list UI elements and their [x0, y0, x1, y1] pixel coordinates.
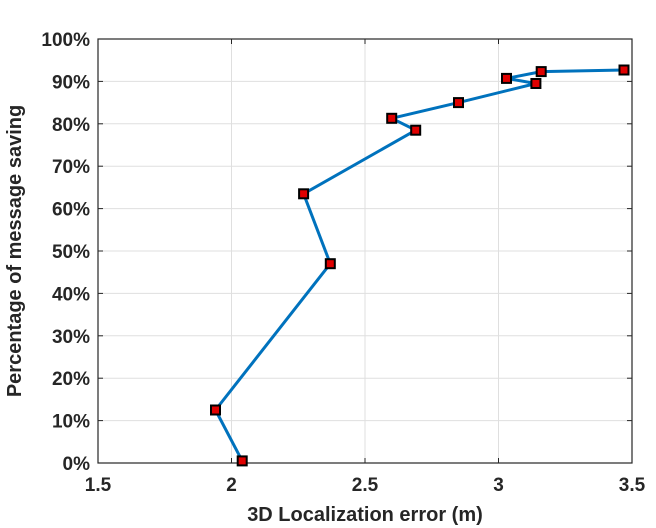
y-axis-title: Percentage of message saving	[4, 105, 26, 397]
y-tick-label: 60%	[52, 200, 90, 221]
y-tick-label: 80%	[52, 115, 90, 136]
data-point-marker	[453, 97, 464, 109]
data-point-marker	[386, 112, 398, 124]
y-tick-label: 70%	[52, 157, 90, 178]
data-point-marker	[535, 66, 547, 78]
x-tick-label: 2.5	[352, 475, 379, 496]
tick-marks	[97, 38, 633, 464]
y-tick-label: 40%	[52, 284, 90, 305]
grid-lines	[97, 38, 633, 464]
data-point-marker	[530, 78, 542, 89]
y-tick-labels: 0% 10% 20% 30% 40% 50% 60% 70% 80% 90% 100%	[41, 30, 90, 475]
x-tick-label: 1.5	[85, 475, 112, 496]
data-point-marker	[618, 64, 630, 76]
x-tick-labels: 1.5 2 2.5 3 3.5	[85, 475, 646, 496]
x-tick-label: 2	[226, 475, 237, 496]
y-tick-label: 90%	[52, 72, 90, 93]
y-tick-label: 100%	[41, 30, 90, 51]
y-tick-label: 30%	[52, 327, 90, 348]
data-point-marker	[298, 188, 310, 200]
y-tick-label: 50%	[52, 242, 90, 263]
y-tick-label: 20%	[52, 369, 90, 390]
x-tick-label: 3.5	[619, 475, 646, 496]
data-point-marker	[210, 404, 221, 416]
y-tick-label: 0%	[63, 454, 91, 475]
x-tick-label: 3	[493, 475, 504, 496]
data-point-marker	[324, 258, 336, 270]
data-point-marker	[236, 455, 248, 467]
series-group	[210, 64, 630, 467]
data-point-marker	[501, 72, 512, 84]
data-point-marker	[410, 124, 422, 136]
x-axis-title: 3D Localization error (m)	[247, 504, 483, 526]
y-tick-label: 10%	[52, 412, 90, 433]
